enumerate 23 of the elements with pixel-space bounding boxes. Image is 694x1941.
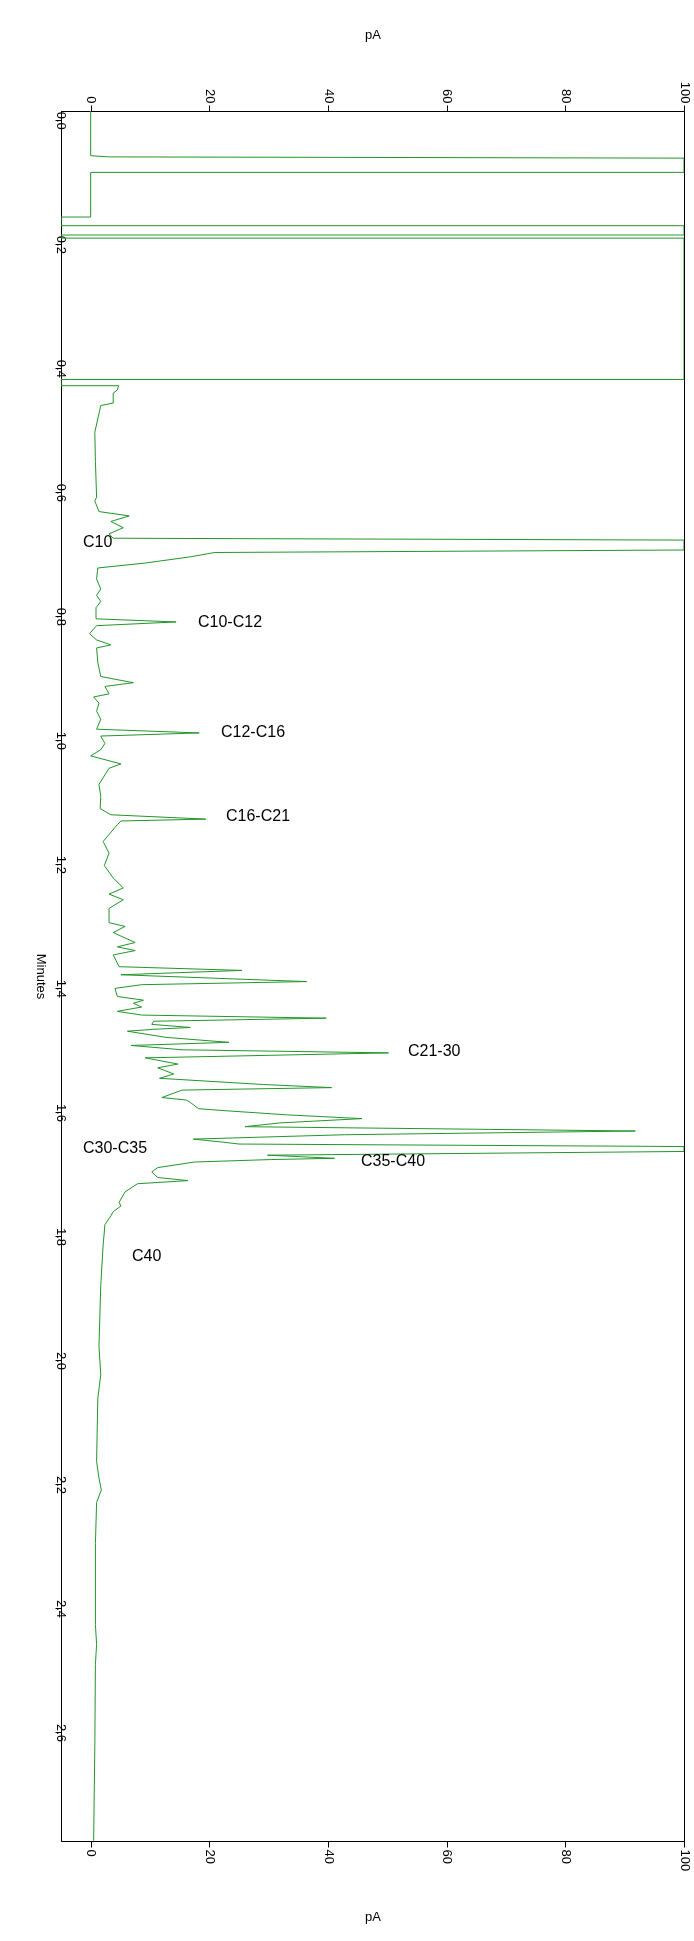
annotation: C40 — [132, 1247, 162, 1264]
annotation: C16-C21 — [226, 807, 291, 824]
annotation: C21-30 — [408, 1042, 461, 1059]
x-tick-label: 80 — [558, 89, 574, 104]
x-tick-label: 60 — [440, 89, 456, 104]
annotation: C10-C12 — [198, 613, 263, 630]
x-tick-label: 20 — [202, 89, 218, 104]
annotation: C30-C35 — [83, 1139, 148, 1156]
x2-axis-title: pA — [365, 26, 382, 42]
x2-tick-label: 100 — [677, 1849, 693, 1872]
x2-tick-label: 20 — [202, 1849, 218, 1864]
annotation: C35-C40 — [361, 1152, 426, 1169]
x2-tick-label: 40 — [321, 1849, 337, 1864]
annotation: C12-C16 — [221, 723, 286, 740]
y-axis-title: Minutes — [33, 953, 49, 1000]
x-axis-title: pA — [365, 1909, 382, 1925]
x2-tick-label: 60 — [440, 1849, 456, 1864]
x-tick-label: 100 — [677, 81, 693, 104]
x-tick-label: 40 — [321, 89, 337, 104]
annotation: C10 — [83, 533, 113, 550]
x-tick-label: 0 — [84, 96, 100, 104]
x2-tick-label: 0 — [84, 1849, 100, 1857]
x2-tick-label: 80 — [558, 1849, 574, 1864]
